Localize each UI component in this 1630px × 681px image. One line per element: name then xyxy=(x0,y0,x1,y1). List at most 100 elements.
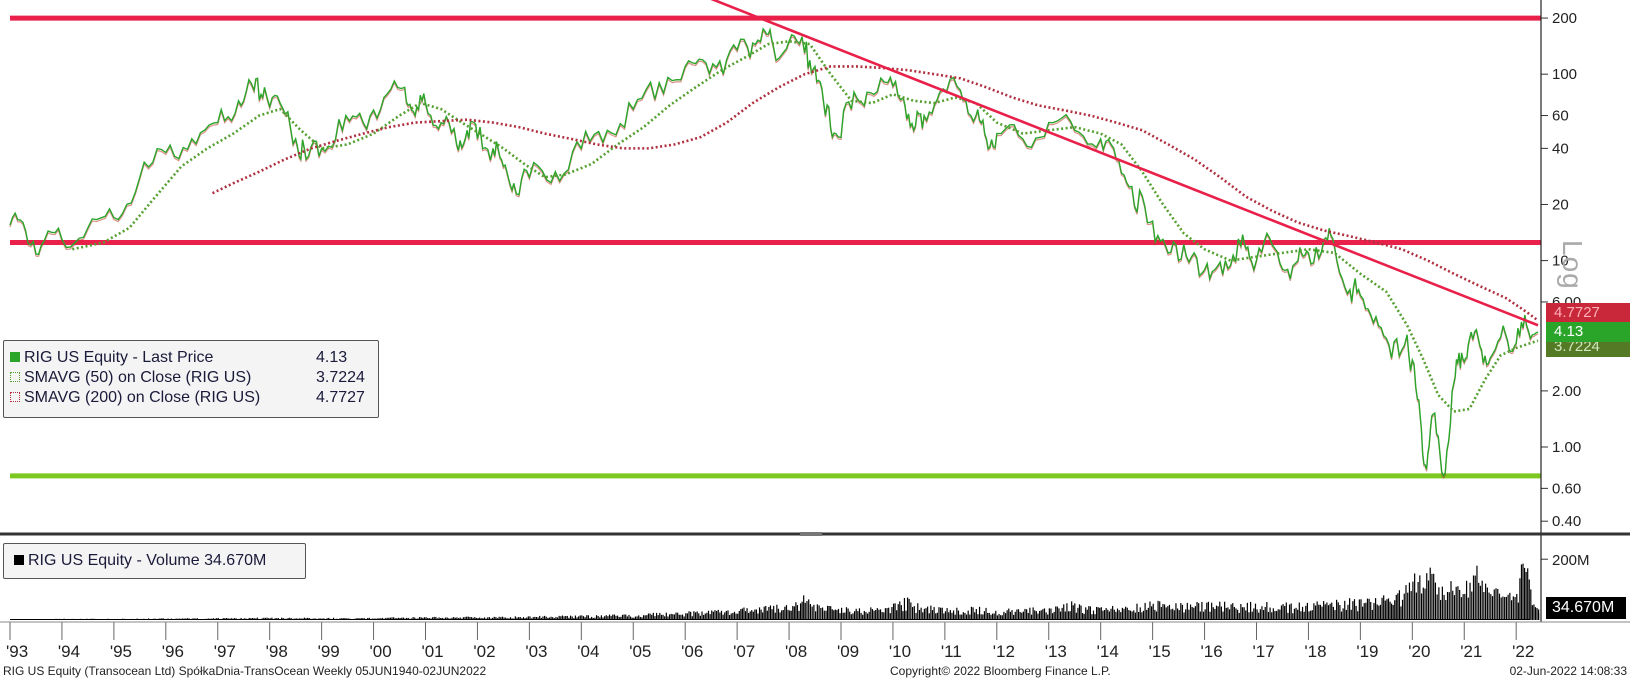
volume-bar xyxy=(1030,614,1033,620)
volume-bar xyxy=(1277,609,1279,620)
volume-bar xyxy=(1398,590,1401,620)
volume-bar xyxy=(652,612,654,620)
volume-bar xyxy=(1363,603,1365,620)
volume-bar xyxy=(1491,596,1494,620)
volume-bar xyxy=(1094,614,1096,620)
volume-bar xyxy=(698,613,700,620)
volume-bar xyxy=(1085,607,1087,620)
volume-bar xyxy=(420,617,422,620)
volume-bar xyxy=(896,610,898,620)
volume-bar xyxy=(782,610,784,620)
volume-bar xyxy=(1013,614,1015,620)
volume-bar xyxy=(1032,607,1034,620)
volume-bar xyxy=(435,616,437,620)
volume-bar xyxy=(1326,602,1328,620)
volume-bar xyxy=(962,612,964,620)
volume-bar xyxy=(1069,611,1071,620)
volume-bar xyxy=(961,614,963,620)
volume-bar xyxy=(967,610,969,620)
x-tick-label: '18 xyxy=(1304,642,1326,661)
volume-bar xyxy=(454,617,456,620)
volume-bar xyxy=(837,608,840,620)
volume-bar xyxy=(540,617,542,620)
volume-bar xyxy=(1311,610,1313,620)
volume-bar xyxy=(871,609,874,620)
volume-bar xyxy=(1397,593,1399,620)
volume-bar xyxy=(1438,587,1440,620)
volume-bar xyxy=(1211,602,1213,620)
volume-bar xyxy=(561,615,564,620)
volume-bar xyxy=(1527,568,1529,620)
volume-bar xyxy=(678,614,680,620)
volume-bar xyxy=(1178,610,1180,620)
volume-bar xyxy=(466,616,468,620)
volume-bar xyxy=(927,606,929,620)
volume-bar xyxy=(746,608,748,620)
volume-bar xyxy=(768,606,770,620)
volume-bar xyxy=(1318,604,1320,620)
volume-bar xyxy=(735,613,737,620)
volume-bar xyxy=(495,617,497,620)
volume-bar xyxy=(543,615,546,620)
volume-bar xyxy=(566,615,568,620)
volume-bar xyxy=(620,616,622,620)
y-tick-label: 200 xyxy=(1552,10,1577,27)
volume-bar xyxy=(690,611,692,620)
volume-bar xyxy=(1107,609,1109,620)
volume-bar xyxy=(888,607,890,620)
volume-bar xyxy=(765,605,767,620)
volume-bar xyxy=(594,617,596,620)
volume-bar xyxy=(560,616,562,620)
volume-bar xyxy=(928,613,930,620)
volume-bar xyxy=(860,612,862,620)
volume-bar xyxy=(1467,597,1469,620)
volume-bar xyxy=(1026,609,1028,620)
volume-bar xyxy=(1349,598,1351,620)
volume-bar xyxy=(758,607,761,620)
volume-bar xyxy=(785,605,788,620)
volume-bar xyxy=(600,615,602,620)
panel-resize-handle[interactable] xyxy=(800,532,822,536)
volume-bar xyxy=(472,617,474,620)
volume-bar xyxy=(563,616,565,620)
volume-bar xyxy=(591,616,593,620)
volume-bar xyxy=(1014,611,1016,620)
volume-bar xyxy=(1327,605,1330,620)
volume-bar xyxy=(1009,611,1011,620)
volume-bar xyxy=(1314,605,1317,620)
volume-bar xyxy=(1410,591,1412,620)
volume-bar xyxy=(1251,611,1253,620)
volume-bar xyxy=(1047,614,1049,620)
volume-bar xyxy=(1295,607,1297,620)
volume-bar xyxy=(873,610,875,620)
volume-bar xyxy=(1419,575,1421,620)
legend-row-sma50: SMAVG (50) on Close (RIG US) 3.7224 xyxy=(10,369,365,389)
volume-bar xyxy=(1384,600,1386,620)
volume-bar xyxy=(990,614,992,620)
legend-label-sma50: SMAVG (50) on Close (RIG US) xyxy=(24,369,252,386)
volume-bar xyxy=(1212,607,1214,620)
volume-bar xyxy=(1274,610,1276,620)
volume-bar xyxy=(1096,606,1098,620)
y-tick-label: 40 xyxy=(1552,140,1569,157)
volume-bar xyxy=(1497,588,1499,620)
volume-bar xyxy=(940,607,942,620)
volume-bar xyxy=(1488,592,1490,620)
volume-bar xyxy=(631,617,633,620)
volume-bar xyxy=(704,613,706,620)
volume-bar xyxy=(498,616,500,620)
volume-bar xyxy=(248,617,250,620)
volume-bar xyxy=(474,617,476,620)
volume-bar xyxy=(1151,606,1153,620)
volume-bar xyxy=(386,617,388,620)
volume-bar xyxy=(1202,611,1205,620)
volume-bar xyxy=(1420,593,1423,620)
volume-bar xyxy=(556,617,559,620)
volume-bar xyxy=(818,605,820,620)
volume-bar xyxy=(422,617,424,620)
volume-bar xyxy=(1337,602,1339,620)
volume-bar xyxy=(894,603,896,620)
volume-bar xyxy=(595,615,598,620)
volume-bar xyxy=(638,615,640,620)
volume-bar xyxy=(1357,611,1359,620)
